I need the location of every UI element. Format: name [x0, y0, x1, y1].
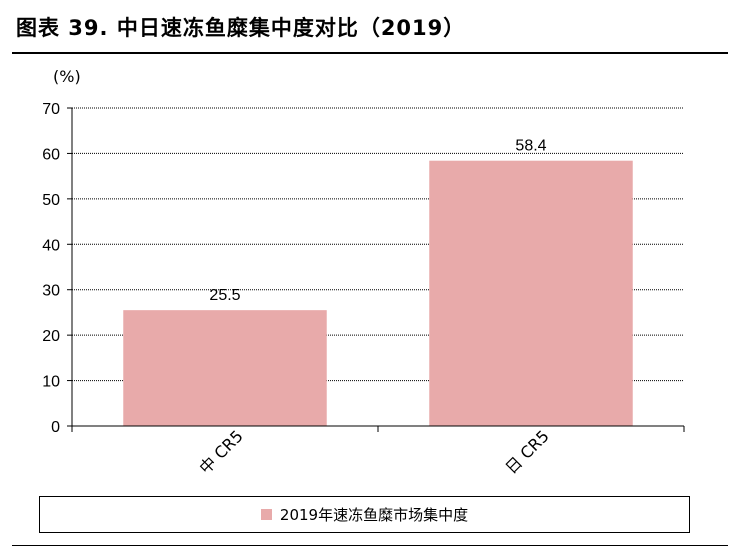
bottom-rule [12, 545, 728, 546]
data-label: 25.5 [209, 287, 240, 304]
x-category-label: 日 CR5 [501, 426, 552, 477]
y-unit-label: (%) [53, 67, 81, 86]
legend-label: 2019年速冻鱼糜市场集中度 [279, 506, 469, 524]
chart-title: 图表 39. 中日速冻鱼糜集中度对比（2019） [16, 16, 466, 40]
y-tick-label: 0 [51, 419, 60, 436]
bars [123, 160, 633, 426]
data-label: 58.4 [515, 138, 546, 155]
y-tick-label: 70 [42, 101, 60, 118]
data-labels: 25.5 58.4 [209, 138, 546, 304]
y-tick-label: 30 [42, 283, 60, 300]
legend: 2019年速冻鱼糜市场集中度 [39, 496, 690, 533]
bar [429, 160, 633, 426]
x-axis: 中 CR5 日 CR5 [71, 425, 685, 478]
bar [123, 310, 327, 426]
y-tick-label: 50 [42, 192, 60, 209]
y-tick-label: 40 [42, 237, 60, 254]
y-tick-label: 20 [42, 328, 60, 345]
title-rule [12, 52, 728, 54]
legend-swatch [260, 509, 272, 520]
bar-chart: 0 10 20 30 40 50 60 70 25.5 58.4 中 CR5 日 CR5 (%) [42, 67, 685, 478]
y-tick-label: 60 [42, 146, 60, 163]
x-category-label: 中 CR5 [195, 426, 246, 477]
y-tick-label: 10 [42, 374, 60, 391]
y-axis: 0 10 20 30 40 50 60 70 [42, 101, 73, 436]
